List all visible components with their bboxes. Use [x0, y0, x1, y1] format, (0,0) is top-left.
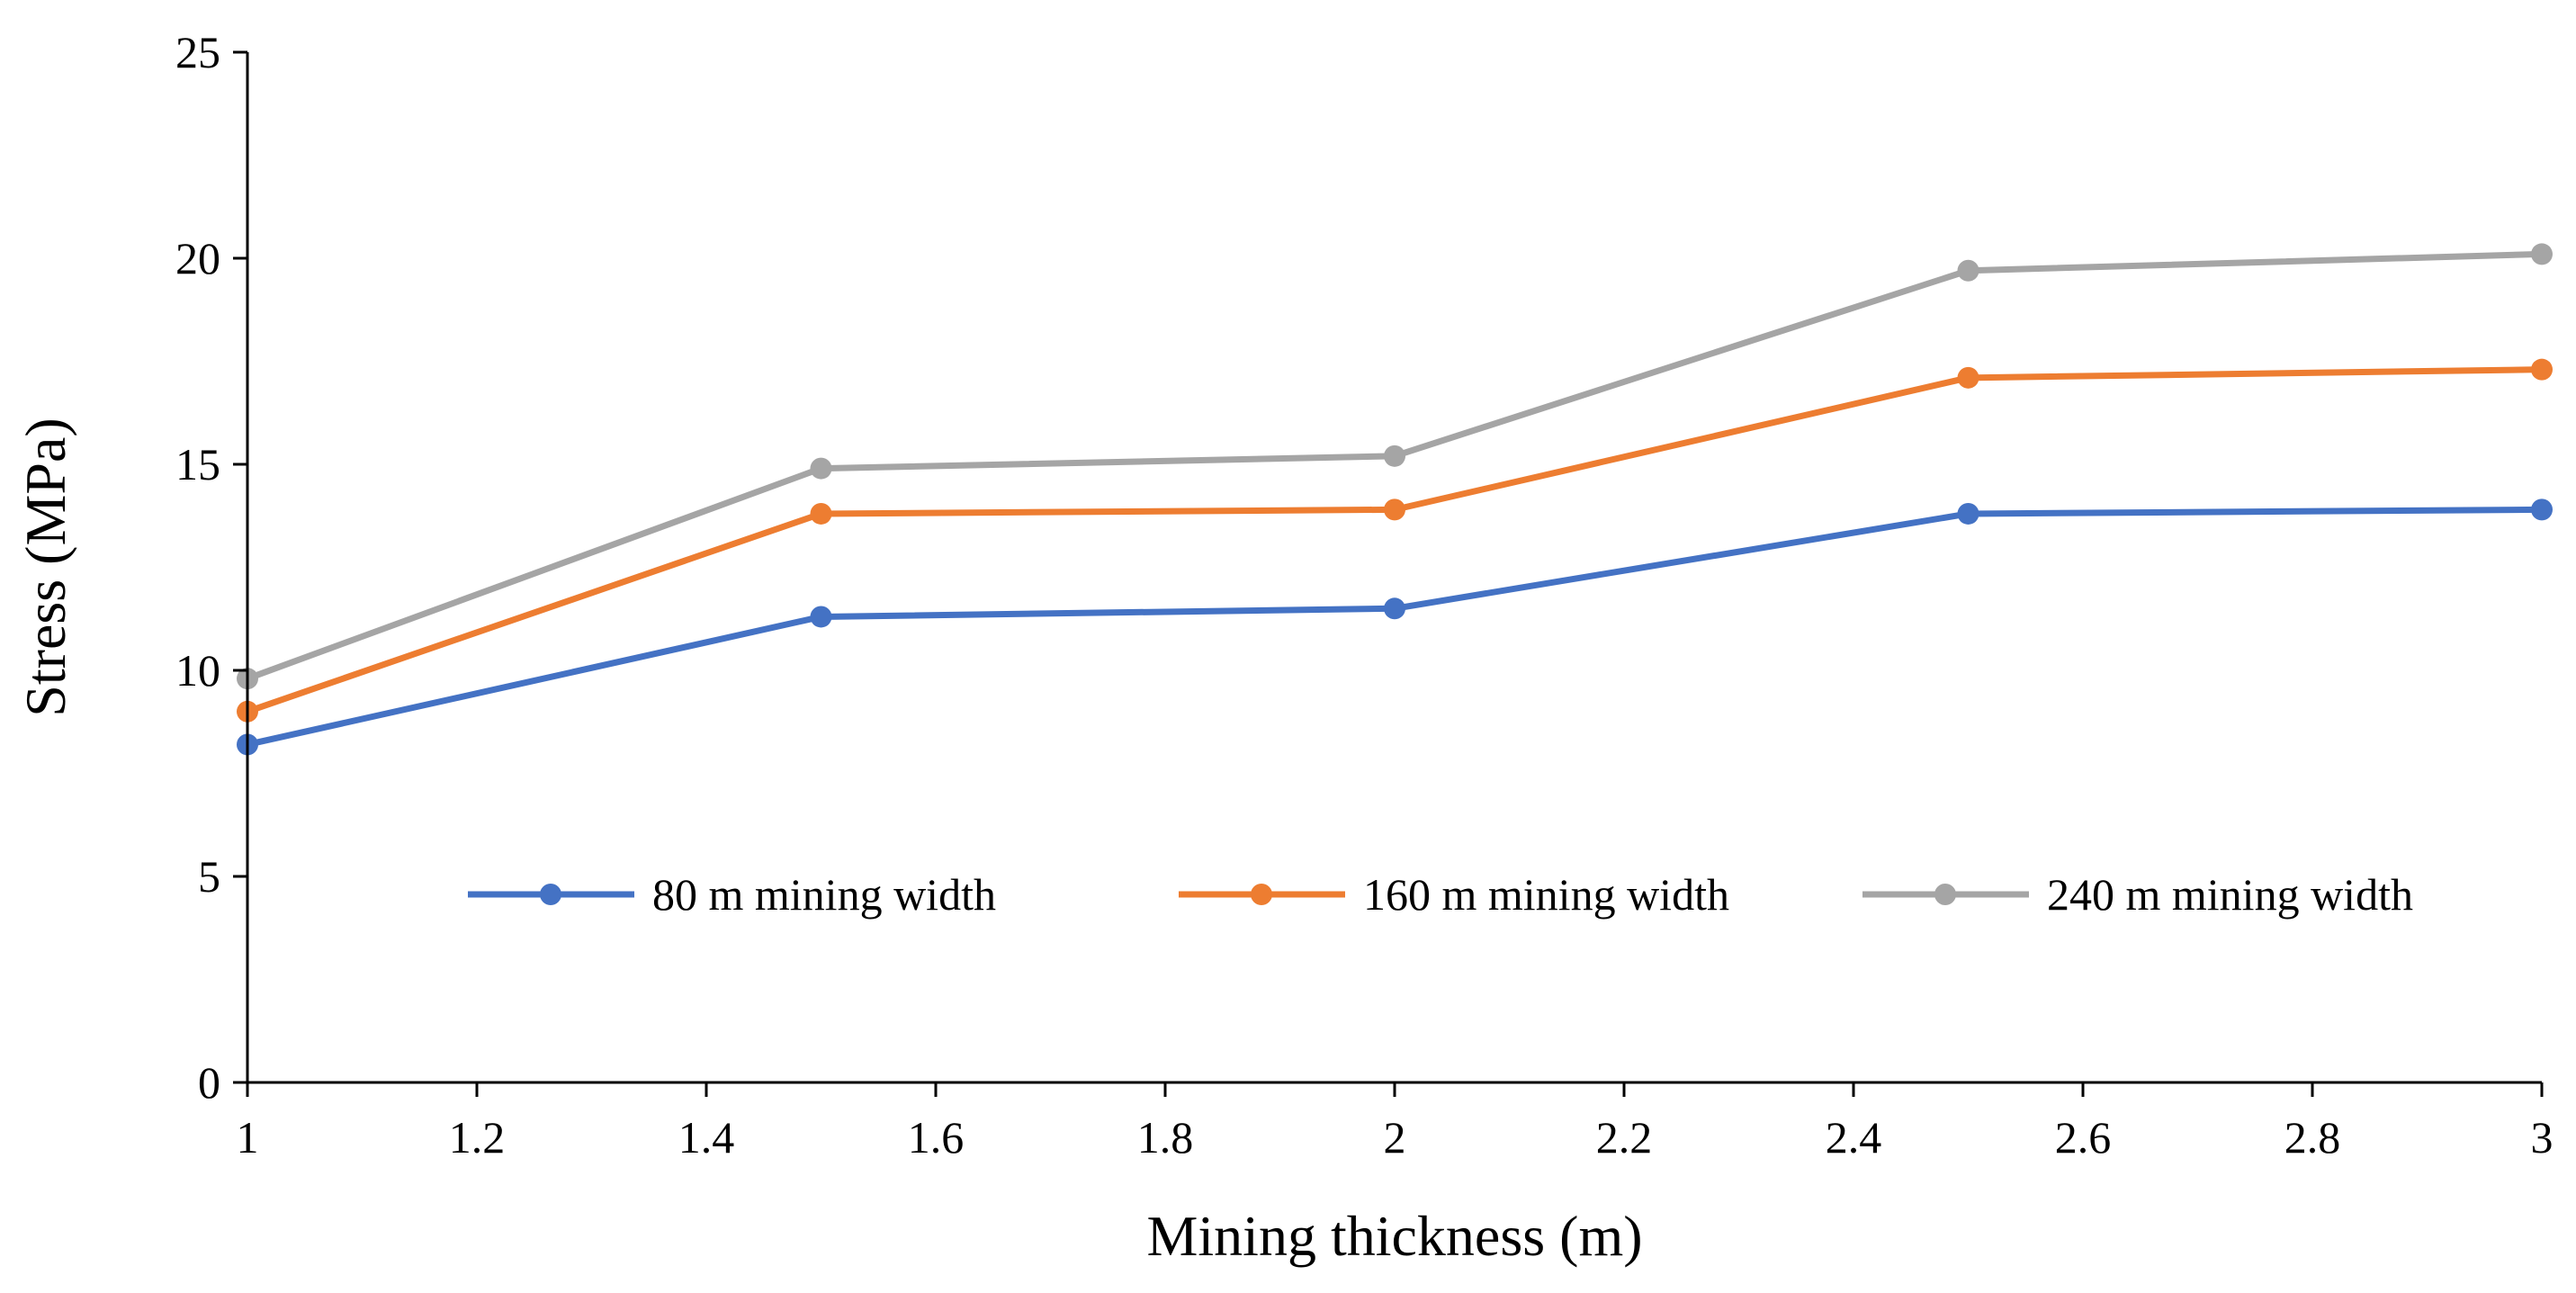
- series-1-point: [2531, 498, 2553, 521]
- x-axis-title: Mining thickness (m): [1146, 1204, 1642, 1268]
- axes-layer: [246, 52, 2542, 1084]
- series-2-point: [810, 502, 832, 525]
- ticks-layer: 0 5 10 15 20 25 1 1.2 1.4 1.6 1.8 2 2.2 2.4 2.6 2.8 3: [175, 27, 2554, 1163]
- legend-label-2: 160 m mining width: [1363, 869, 1729, 920]
- series-3-point: [1957, 259, 1979, 282]
- x-tick-label: 1: [237, 1112, 259, 1163]
- x-tick-label: 1.8: [1137, 1112, 1194, 1163]
- x-tick-label: 2.4: [1826, 1112, 1882, 1163]
- x-tick-label: 2: [1384, 1112, 1406, 1163]
- series-layer: [237, 243, 2553, 756]
- series-3-point: [810, 457, 832, 480]
- series-3-point: [1384, 444, 1405, 467]
- x-tick-label: 1.6: [908, 1112, 965, 1163]
- series-line-2: [244, 366, 2545, 715]
- y-tick-label: 15: [175, 439, 220, 489]
- series-3-point: [2531, 243, 2553, 265]
- series-2-point: [1957, 366, 1979, 389]
- x-tick-label: 2.2: [1596, 1112, 1653, 1163]
- y-tick-label: 10: [175, 645, 220, 696]
- x-tick-label: 1.4: [678, 1112, 735, 1163]
- x-tick-label: 2.8: [2284, 1112, 2341, 1163]
- series-1-point: [1957, 502, 1979, 525]
- y-tick-label: 0: [198, 1057, 220, 1108]
- series-line-1: [244, 506, 2545, 748]
- series-1-point: [1384, 597, 1405, 620]
- x-tick-label: 3: [2531, 1112, 2554, 1163]
- legend-label-1: 80 m mining width: [652, 869, 996, 920]
- legend-marker-1: [540, 884, 561, 905]
- y-tick-label: 20: [175, 233, 220, 283]
- x-tick-label: 2.6: [2055, 1112, 2112, 1163]
- series-1-point: [810, 606, 832, 628]
- x-tick-label: 1.2: [449, 1112, 506, 1163]
- y-axis-title: Stress (MPa): [13, 418, 77, 716]
- series-2-point: [1384, 498, 1405, 521]
- y-tick-label: 5: [198, 851, 220, 902]
- series-2-point: [2531, 358, 2553, 381]
- legend-marker-3: [1934, 884, 1956, 905]
- legend: 80 m mining width 160 m mining width 240 m…: [468, 869, 2413, 920]
- legend-marker-2: [1251, 884, 1272, 905]
- y-tick-label: 25: [175, 27, 220, 77]
- legend-label-3: 240 m mining width: [2047, 869, 2413, 920]
